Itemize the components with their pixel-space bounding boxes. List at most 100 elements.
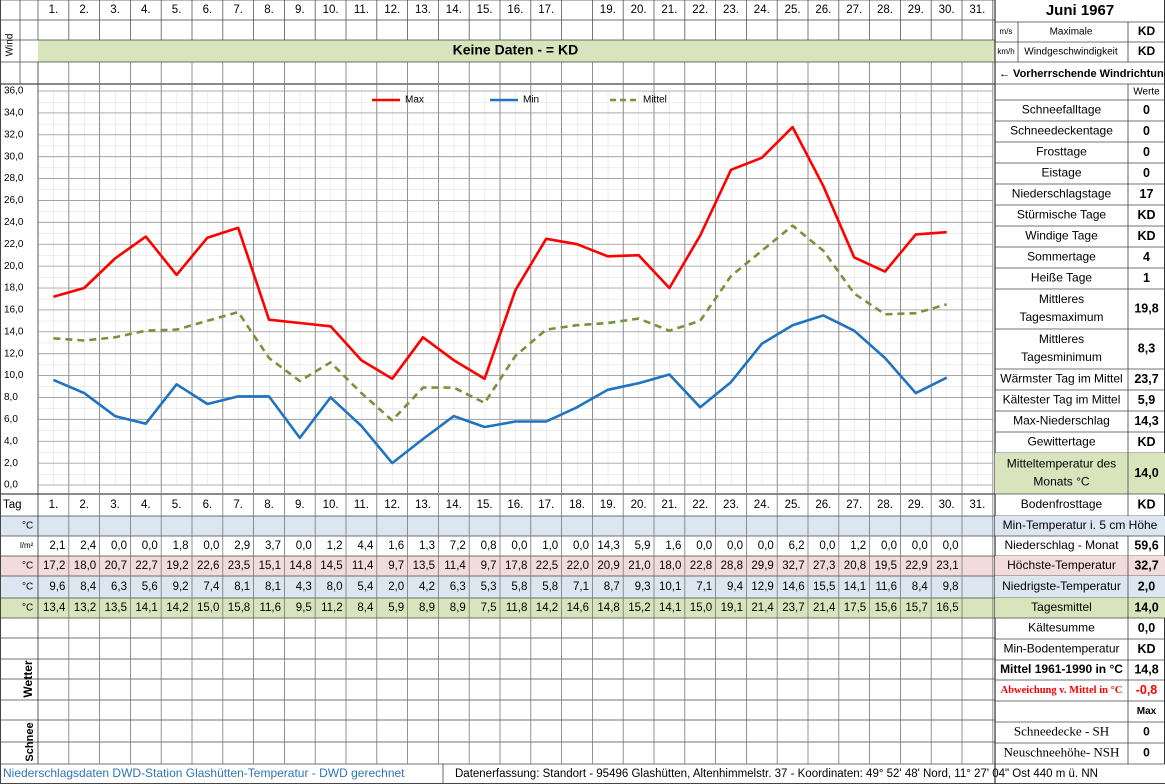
temp-value: 15,6 xyxy=(875,602,897,614)
precip-value: 0,0 xyxy=(142,540,158,552)
stat-label: Niedrigste-Temperatur xyxy=(1002,579,1121,593)
day-label: 17. xyxy=(538,499,554,511)
temp-value: 5,3 xyxy=(481,581,497,593)
stat-label: Min-Bodentemperatur xyxy=(1003,642,1119,656)
temp-value: 7,1 xyxy=(573,581,589,593)
temp-value: 6,3 xyxy=(111,581,127,593)
y-tick-label: 6,0 xyxy=(4,414,18,425)
stat-label: Schneefalltage xyxy=(1022,103,1102,117)
day-label: 8. xyxy=(264,499,274,511)
temp-value: 20,9 xyxy=(597,560,619,572)
precip-value: 1,6 xyxy=(388,540,404,552)
stat-value: KD xyxy=(1137,435,1155,449)
stat-value: 0 xyxy=(1143,166,1150,180)
day-label: 19. xyxy=(600,499,616,511)
temp-value: 18,0 xyxy=(74,560,96,572)
stat-label: Tagesmaximum xyxy=(1019,310,1103,324)
stat-label: Mittel 1961-1990 in °C xyxy=(1000,662,1123,676)
temp-value: 14,8 xyxy=(597,602,619,614)
y-tick-label: 28,0 xyxy=(4,173,24,184)
stat-label: Kältesumme xyxy=(1028,621,1095,635)
precip-value: 0,0 xyxy=(696,540,712,552)
temp-value: 5,8 xyxy=(542,581,558,593)
stat-label: Sommertage xyxy=(1027,250,1096,264)
month-title: Juni 1967 xyxy=(1046,2,1114,19)
stat-label: Höchste-Temperatur xyxy=(1007,558,1116,572)
temp-value: 7,4 xyxy=(203,581,220,593)
temp-value: 11,4 xyxy=(352,560,374,572)
temp-value: 22,5 xyxy=(536,560,558,572)
temp-value: 20,8 xyxy=(844,560,866,572)
temp-value: 32,7 xyxy=(782,560,804,572)
stat-value: 14,3 xyxy=(1134,414,1158,428)
stat-value: 23,7 xyxy=(1134,372,1158,386)
day-label: 14. xyxy=(446,499,462,511)
precip-value: 0,0 xyxy=(511,540,527,552)
y-tick-label: 16,0 xyxy=(4,305,24,316)
temp-value: 8,4 xyxy=(357,602,374,614)
temp-value: 8,1 xyxy=(234,581,250,593)
legend-label: Min xyxy=(523,95,539,106)
temp-value: 4,2 xyxy=(419,581,435,593)
day-header: 30. xyxy=(939,4,955,16)
stat-label: Mittleres xyxy=(1039,332,1084,346)
day-header: 22. xyxy=(692,4,708,16)
temp-value: 18,0 xyxy=(659,560,681,572)
precip-value: 0,0 xyxy=(943,540,959,552)
stat-value: KD xyxy=(1137,497,1155,511)
day-label: 1. xyxy=(49,499,59,511)
temp-value: 20,7 xyxy=(105,560,127,572)
day-header: 6. xyxy=(203,4,213,16)
stat-fill xyxy=(995,453,1165,494)
stat-label: Frosttage xyxy=(1036,145,1087,159)
unit-label: m/s xyxy=(1000,27,1013,36)
series-line xyxy=(53,125,947,381)
day-label: 25. xyxy=(785,499,801,511)
precip-value: 0,0 xyxy=(727,540,743,552)
precip-value: 3,7 xyxy=(265,540,281,552)
y-tick-label: 32,0 xyxy=(4,129,24,140)
footer-source: Niederschlagsdaten DWD-Station Glashütte… xyxy=(3,766,405,780)
temp-value: 11,8 xyxy=(506,602,528,614)
temp-value: 22,9 xyxy=(905,560,927,572)
stat-label: Gewittertage xyxy=(1027,435,1095,449)
y-tick-label: 26,0 xyxy=(4,195,24,206)
stat-fill xyxy=(995,556,1165,576)
day-header: 29. xyxy=(908,4,924,16)
stat-label: Stürmische Tage xyxy=(1017,208,1106,222)
temp-value: 2,0 xyxy=(388,581,404,593)
temp-value: 23,5 xyxy=(228,560,250,572)
stat-value: KD xyxy=(1137,642,1155,656)
stat-label: Wärmster Tag im Mittel xyxy=(1000,372,1122,386)
day-header: 17. xyxy=(538,4,554,16)
wind-value: KD xyxy=(1138,24,1156,38)
precip-value: 2,9 xyxy=(234,540,250,552)
stat-label: Monats °C xyxy=(1033,475,1089,489)
temp-value: 17,5 xyxy=(844,602,866,614)
temp-value: 15,5 xyxy=(813,581,835,593)
legend-label: Mittel xyxy=(643,95,667,106)
row-label: °C xyxy=(22,603,33,614)
stat-value: 0,0 xyxy=(1138,621,1155,635)
stat-value: 2,0 xyxy=(1138,579,1155,593)
precip-value: 2,1 xyxy=(49,540,65,552)
day-label: 12. xyxy=(384,499,400,511)
day-label: 7. xyxy=(233,499,243,511)
y-tick-label: 8,0 xyxy=(4,392,18,403)
stat-value: 4 xyxy=(1143,250,1150,264)
y-tick-label: 12,0 xyxy=(4,348,24,359)
temp-value: 11,2 xyxy=(321,602,343,614)
temp-value: 14,8 xyxy=(289,560,311,572)
temp-value: 12,9 xyxy=(751,581,773,593)
temp-value: 5,6 xyxy=(142,581,158,593)
temp-value: 22,0 xyxy=(567,560,589,572)
day-label: 2. xyxy=(79,499,89,511)
temp-value: 8,4 xyxy=(912,581,929,593)
stat-value: 32,7 xyxy=(1134,558,1158,572)
row-label: Wetter xyxy=(21,660,35,697)
day-header: 21. xyxy=(661,4,677,16)
temp-value: 13,5 xyxy=(105,602,127,614)
day-label: 3. xyxy=(110,499,120,511)
precip-value: 4,4 xyxy=(357,540,374,552)
